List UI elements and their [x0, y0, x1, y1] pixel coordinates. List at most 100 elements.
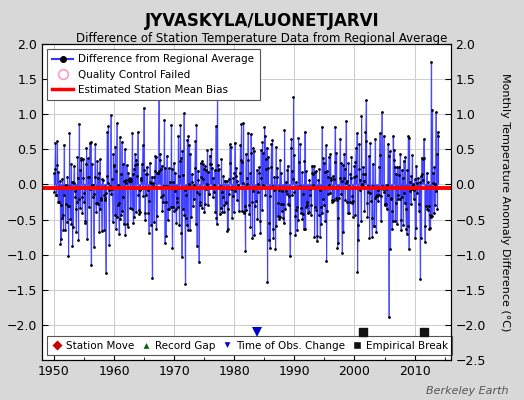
- Point: [74, 175, 82, 181]
- Point: [271, 246, 279, 252]
- Point: [259, 150, 267, 156]
- Point: [336, 135, 344, 142]
- Point: [177, 230, 185, 236]
- Point: [170, 208, 178, 214]
- Point: [90, 191, 98, 198]
- Point: [50, 170, 58, 176]
- Point: [375, 164, 383, 171]
- Point: [147, 173, 156, 180]
- Point: [303, 199, 311, 206]
- Point: [247, 150, 256, 156]
- Point: [213, 220, 221, 227]
- Point: [295, 185, 303, 191]
- Point: [104, 123, 112, 130]
- Point: [370, 195, 379, 201]
- Point: [121, 232, 129, 238]
- Point: [137, 160, 146, 167]
- Point: [315, 212, 323, 218]
- Point: [188, 171, 196, 178]
- Point: [194, 176, 202, 183]
- Point: [248, 198, 256, 205]
- Point: [209, 175, 217, 182]
- Point: [261, 156, 270, 162]
- Point: [352, 172, 361, 179]
- Point: [343, 198, 352, 205]
- Point: [380, 202, 389, 208]
- Point: [297, 210, 305, 216]
- Point: [162, 153, 171, 159]
- Point: [225, 176, 234, 182]
- Point: [309, 182, 318, 188]
- Point: [215, 185, 223, 192]
- Point: [81, 217, 89, 224]
- Point: [224, 206, 233, 212]
- Point: [70, 163, 78, 169]
- Point: [56, 178, 64, 184]
- Point: [212, 123, 220, 130]
- Point: [377, 217, 385, 224]
- Point: [356, 176, 365, 183]
- Point: [293, 204, 301, 210]
- Point: [300, 158, 309, 164]
- Point: [110, 162, 118, 168]
- Point: [355, 141, 363, 147]
- Point: [207, 146, 215, 153]
- Point: [211, 167, 219, 174]
- Point: [215, 211, 224, 218]
- Point: [161, 164, 169, 171]
- Point: [108, 186, 116, 192]
- Point: [195, 191, 203, 197]
- Point: [51, 140, 60, 146]
- Point: [220, 209, 228, 216]
- Point: [260, 133, 269, 139]
- Point: [146, 160, 154, 166]
- Point: [289, 94, 298, 100]
- Point: [335, 184, 344, 191]
- Point: [426, 225, 434, 231]
- Point: [323, 168, 332, 174]
- Point: [141, 216, 149, 223]
- Point: [172, 220, 180, 226]
- Point: [344, 210, 352, 216]
- Point: [294, 135, 302, 141]
- Point: [83, 236, 91, 243]
- Point: [181, 280, 189, 287]
- Point: [416, 179, 424, 185]
- Point: [361, 208, 369, 214]
- Point: [388, 208, 396, 214]
- Point: [304, 183, 313, 190]
- Point: [193, 168, 202, 174]
- Point: [53, 138, 61, 144]
- Point: [356, 186, 364, 193]
- Point: [156, 157, 165, 163]
- Point: [375, 130, 384, 137]
- Point: [427, 214, 435, 220]
- Point: [254, 189, 262, 195]
- Point: [153, 170, 161, 176]
- Point: [433, 129, 442, 135]
- Point: [138, 142, 147, 148]
- Point: [385, 152, 393, 159]
- Point: [394, 196, 402, 202]
- Point: [69, 224, 77, 230]
- Point: [238, 159, 246, 166]
- Point: [388, 218, 397, 224]
- Point: [339, 162, 347, 168]
- Point: [339, 228, 347, 235]
- Point: [348, 193, 357, 199]
- Point: [307, 212, 315, 218]
- Point: [267, 140, 276, 147]
- Point: [270, 186, 278, 193]
- Point: [59, 226, 68, 233]
- Point: [427, 58, 435, 65]
- Point: [316, 220, 325, 227]
- Point: [386, 246, 394, 252]
- Point: [264, 164, 272, 171]
- Point: [58, 215, 66, 221]
- Point: [336, 175, 345, 182]
- Point: [316, 234, 324, 240]
- Point: [57, 236, 65, 242]
- Point: [202, 181, 211, 188]
- Point: [170, 188, 179, 194]
- Point: [321, 169, 330, 176]
